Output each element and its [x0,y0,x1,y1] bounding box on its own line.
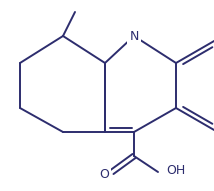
Text: O: O [99,168,109,181]
Text: OH: OH [166,164,185,177]
Text: N: N [129,29,139,43]
